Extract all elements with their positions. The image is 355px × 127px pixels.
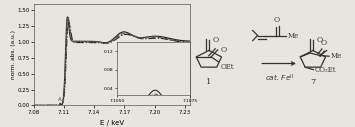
Text: 1: 1 [206,78,212,86]
Y-axis label: norm. abs. (a.u.): norm. abs. (a.u.) [11,30,16,79]
X-axis label: E / keV: E / keV [100,120,124,126]
Text: O: O [321,39,327,47]
Text: cat. Fe$^{\rm II}$: cat. Fe$^{\rm II}$ [264,73,294,84]
Text: O: O [317,36,323,44]
Text: A: A [58,97,62,102]
Text: O: O [213,36,219,44]
Text: 7: 7 [310,78,316,86]
Text: O: O [221,46,227,54]
Text: Me: Me [287,32,299,39]
Text: CO₂Et: CO₂Et [315,66,337,74]
Text: OEt: OEt [220,63,234,71]
Text: O: O [273,16,280,24]
Text: Me: Me [331,52,342,60]
